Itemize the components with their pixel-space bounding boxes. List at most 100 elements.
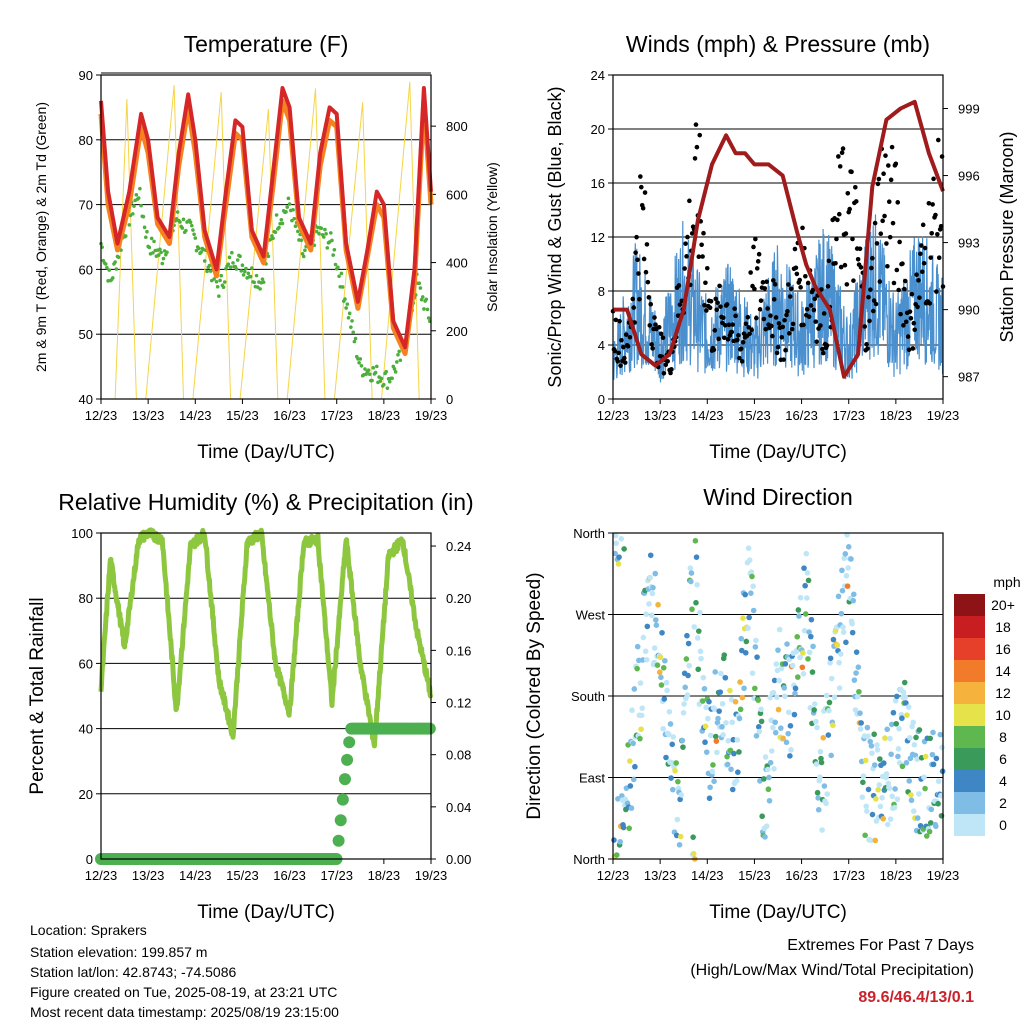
wind_direction-direction-point xyxy=(899,763,906,770)
wind_direction-direction-point xyxy=(687,565,694,571)
winds-gust-point xyxy=(713,296,719,302)
temperature-plot-border xyxy=(100,74,432,400)
wind_direction-direction-point xyxy=(750,607,757,614)
temperature-dewpoint-point xyxy=(337,274,341,279)
wind_direction-direction-point xyxy=(680,709,687,716)
winds-gust-point xyxy=(647,323,653,328)
temperature-dewpoint-point xyxy=(384,369,389,374)
wind_direction-legend-swatch xyxy=(954,704,985,726)
wind_direction-direction-point xyxy=(638,712,645,719)
winds-gust-point xyxy=(631,305,637,310)
wind_direction-direction-point xyxy=(664,687,670,694)
winds-gust-point xyxy=(824,343,830,348)
winds-gust-point xyxy=(694,144,700,150)
temperature-dewpoint-point xyxy=(301,254,306,259)
wind_direction-direction-point xyxy=(787,722,794,729)
winds-gust-point xyxy=(870,308,876,314)
winds-gust-point xyxy=(901,323,906,328)
temperature-xtick-label: 18/23 xyxy=(368,408,401,423)
winds-ytick-right-label: 993 xyxy=(958,236,980,251)
winds-gust-point xyxy=(907,309,913,314)
temperature-dewpoint-point xyxy=(246,271,251,276)
winds-gust-point xyxy=(646,295,652,300)
wind_direction-direction-point xyxy=(840,629,847,636)
wind_direction-direction-point xyxy=(851,591,857,598)
winds-gust-point xyxy=(793,265,799,271)
winds-xtick-label: 16/23 xyxy=(785,408,818,423)
temperature-dewpoint-point xyxy=(107,268,112,272)
winds-gust-point xyxy=(918,251,923,257)
wind_direction-direction-point xyxy=(785,709,792,716)
winds-gust-point xyxy=(645,279,651,285)
wind_direction-direction-point xyxy=(869,811,876,818)
wind_direction-direction-point xyxy=(867,738,874,745)
winds-gust-point xyxy=(787,331,792,336)
wind_direction-direction-point xyxy=(910,808,917,814)
wind_direction-direction-point xyxy=(806,649,813,656)
wind_direction-direction-point xyxy=(749,573,755,580)
temperature-dewpoint-point xyxy=(151,251,155,255)
winds-gust-point xyxy=(886,163,891,168)
winds-gust-point xyxy=(866,294,871,300)
wind_direction-direction-point xyxy=(880,760,887,766)
wind_direction-xtick-label: 19/23 xyxy=(927,868,960,883)
winds-gust-point xyxy=(653,322,658,327)
wind_direction-direction-point xyxy=(869,750,875,756)
winds-gust-point xyxy=(797,277,802,283)
wind_direction-direction-point xyxy=(873,796,879,802)
wind_direction-direction-point xyxy=(666,731,672,738)
temperature-dewpoint-point xyxy=(280,221,285,226)
temperature-dewpoint-point xyxy=(149,236,154,241)
temperature-dewpoint-point xyxy=(333,262,338,267)
winds-gust-point xyxy=(740,339,746,345)
winds-gust-point xyxy=(903,319,909,325)
winds-xtick-label: 18/23 xyxy=(880,408,913,423)
temperature-dewpoint-point xyxy=(136,196,141,200)
winds-gust-point xyxy=(922,245,928,251)
winds-gust-point xyxy=(630,296,636,302)
winds-gust-point xyxy=(684,254,689,259)
wind_direction-direction-point xyxy=(746,557,753,564)
wind_direction-direction-point xyxy=(817,748,824,755)
wind_direction-ytick-label: South xyxy=(571,689,605,704)
winds-gust-point xyxy=(619,337,624,343)
winds-gust-point xyxy=(911,320,917,326)
wind_direction-direction-point xyxy=(654,662,661,668)
wind_direction-direction-point xyxy=(835,593,842,600)
wind_direction-title: Wind Direction xyxy=(703,484,853,510)
wind_direction-direction-point xyxy=(874,742,880,748)
wind_direction-direction-point xyxy=(905,704,912,710)
winds-gust-point xyxy=(825,284,831,289)
humidity-ytick-right-label: 0.00 xyxy=(446,852,471,867)
wind_direction-legend-label: 18 xyxy=(995,619,1011,635)
temperature-dewpoint-point xyxy=(277,225,281,230)
winds-gust-point xyxy=(894,267,900,273)
wind_direction-direction-point xyxy=(724,753,730,760)
winds-ylabel-right: Station Pressure (Maroon) xyxy=(997,131,1017,342)
temperature-dewpoint-point xyxy=(422,307,426,311)
wind_direction-direction-point xyxy=(845,544,852,550)
temperature-dewpoint-point xyxy=(293,224,298,229)
humidity-ytick-label: 20 xyxy=(79,787,93,802)
wind_direction-direction-point xyxy=(711,706,718,712)
winds-gust-point xyxy=(842,262,848,268)
wind_direction-direction-point xyxy=(705,715,711,722)
winds-plot-border xyxy=(612,74,944,400)
temperature-dewpoint-point xyxy=(385,386,390,390)
winds-gust-point xyxy=(612,348,618,354)
wind_direction-direction-point xyxy=(795,607,802,613)
wind_direction-direction-point xyxy=(831,694,838,701)
wind_direction-direction-point xyxy=(689,606,695,613)
wind_direction-direction-point xyxy=(876,782,883,788)
wind_direction-direction-point xyxy=(722,674,729,681)
wind_direction-direction-point xyxy=(805,656,811,662)
wind_direction-direction-point xyxy=(871,731,877,738)
temperature-dewpoint-point xyxy=(371,366,376,370)
location-text: Location: Sprakers xyxy=(30,922,147,938)
wind_direction-direction-point xyxy=(630,776,637,783)
winds-gust-point xyxy=(638,184,644,190)
wind_direction-direction-point xyxy=(719,700,726,707)
temperature-dewpoint-point xyxy=(300,251,305,256)
wind_direction-direction-point xyxy=(911,741,918,748)
temperature-dewpoint-point xyxy=(393,370,398,374)
